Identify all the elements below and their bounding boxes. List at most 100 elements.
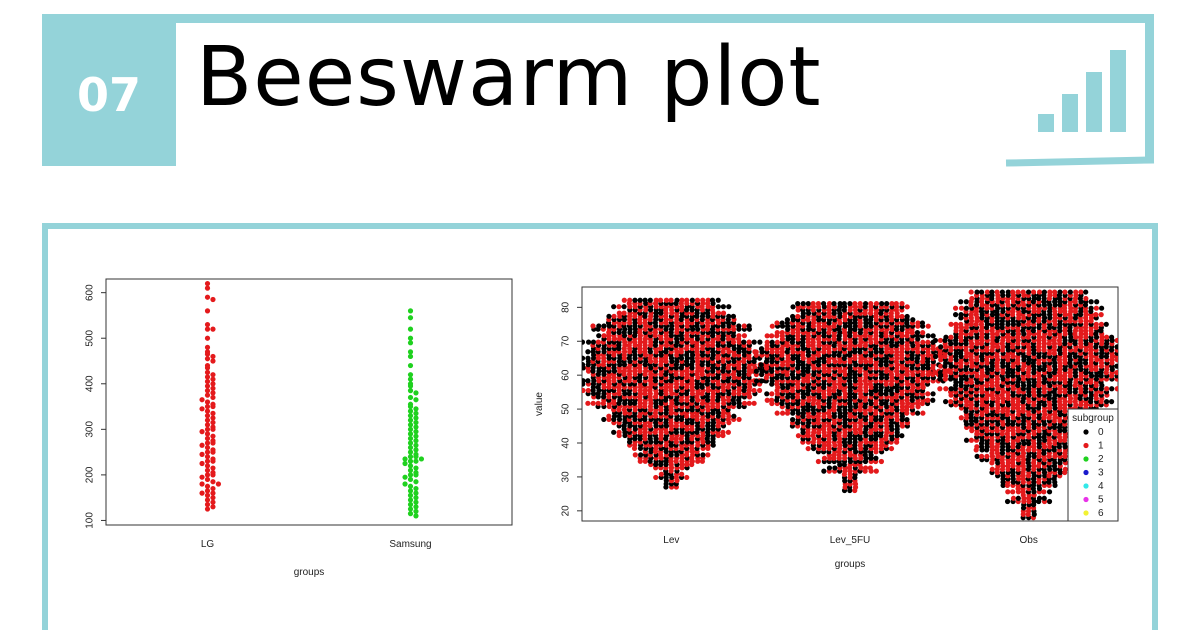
plot2-point: [769, 339, 775, 345]
plot2-legend-label: 3: [1098, 468, 1104, 479]
plot1-point: [407, 497, 414, 503]
plot2-point: [820, 301, 827, 307]
plot2-point: [1041, 489, 1047, 495]
plot2-point: [731, 413, 737, 419]
plot1-point: [204, 335, 211, 341]
plot1-point: [210, 376, 216, 382]
plot2-ytick-label: 20: [561, 505, 572, 517]
plot2-point: [753, 378, 760, 384]
plot1-point: [204, 365, 211, 371]
plot1-point: [204, 280, 211, 287]
plot1-point: [407, 472, 414, 478]
page-title: Beeswarm plot: [196, 30, 822, 125]
plot2-point: [585, 400, 591, 406]
plot2-point: [769, 397, 775, 403]
plot2-xtick-label: Lev_5FU: [830, 535, 871, 546]
plot2-point: [1041, 289, 1047, 295]
plot2-point: [930, 397, 936, 403]
plot2-point: [715, 304, 721, 310]
plot2-point: [1073, 289, 1079, 295]
plot1-point: [210, 499, 216, 505]
plot1-point: [407, 449, 414, 455]
plot1-point: [204, 497, 211, 503]
plot2-point: [925, 397, 931, 403]
plot1-point: [204, 388, 211, 394]
plot2-point: [679, 471, 685, 477]
header-frame: [176, 14, 1154, 160]
plot2-point: [674, 297, 680, 303]
plot2-point: [575, 362, 580, 367]
plot2-point: [575, 378, 580, 383]
plot2-point: [974, 289, 980, 295]
plot1-point: [204, 285, 211, 291]
plot2-point: [873, 468, 879, 474]
plot2-point: [1088, 305, 1094, 311]
plot1-point: [204, 472, 211, 478]
plot1-point: [204, 483, 211, 489]
plot2-point: [920, 410, 926, 416]
plot2-point: [899, 301, 905, 307]
plot1-point: [413, 458, 419, 464]
plot2-point: [1057, 289, 1063, 295]
plot1-frame: [105, 278, 513, 526]
plot1-point: [413, 415, 419, 421]
plot1-point: [204, 454, 211, 460]
plot1-point: [407, 376, 414, 382]
plot2-point: [821, 468, 827, 474]
plot2-point: [1004, 498, 1011, 505]
plot2-point: [904, 304, 910, 310]
plot2-point: [862, 301, 869, 307]
plot2-point: [968, 437, 975, 443]
plot1-point: [204, 431, 211, 437]
plot2-point: [1120, 370, 1125, 375]
plot2-point: [720, 310, 727, 316]
plot2-point: [925, 339, 931, 345]
plot2-point: [937, 386, 943, 392]
plot2-point: [606, 313, 612, 319]
plot1-point: [413, 429, 419, 435]
plot2-point: [764, 339, 770, 345]
plot1-point: [204, 326, 211, 332]
plot1-point: [402, 456, 408, 462]
plot2-point: [582, 362, 586, 368]
plot2-point: [1125, 370, 1130, 375]
plot2-point: [751, 400, 757, 406]
plot2-point: [810, 301, 816, 307]
plot2-point: [815, 458, 821, 465]
plot2-point: [741, 400, 748, 406]
plot2-point: [764, 333, 770, 339]
plot1-point: [413, 438, 419, 444]
plot1-point: [407, 488, 414, 494]
plot2-point: [753, 349, 759, 355]
plot1-point: [407, 483, 414, 489]
plot1-point: [407, 458, 414, 464]
plot2-point: [937, 370, 944, 376]
plot2-point: [715, 310, 722, 316]
plot1-point: [204, 378, 211, 385]
plot2-point: [621, 310, 627, 316]
plot2-point: [821, 455, 828, 461]
plot1-point: [210, 372, 216, 378]
plot2-point: [1114, 344, 1118, 350]
plot1-point: [199, 406, 205, 412]
section-number-box: 07: [42, 14, 176, 166]
plot1-point: [210, 410, 216, 416]
plot2-point: [1005, 289, 1011, 295]
plot2-point: [679, 297, 685, 303]
plot1-point: [210, 415, 216, 421]
plot2-point: [1041, 495, 1047, 501]
plot2-point: [601, 416, 607, 423]
plot2-point: [958, 415, 964, 421]
plot2-point: [769, 323, 775, 329]
plot1-point: [199, 429, 205, 435]
plot2-point: [684, 474, 690, 481]
plot2-point: [757, 339, 763, 345]
plot1-point: [407, 403, 414, 410]
plot2-legend-marker: [1083, 456, 1089, 462]
plot2-point: [758, 362, 764, 368]
plot1-point: [210, 403, 216, 410]
plot2-point: [585, 378, 591, 384]
plot2-point: [904, 313, 910, 320]
plot2-point: [700, 452, 706, 458]
